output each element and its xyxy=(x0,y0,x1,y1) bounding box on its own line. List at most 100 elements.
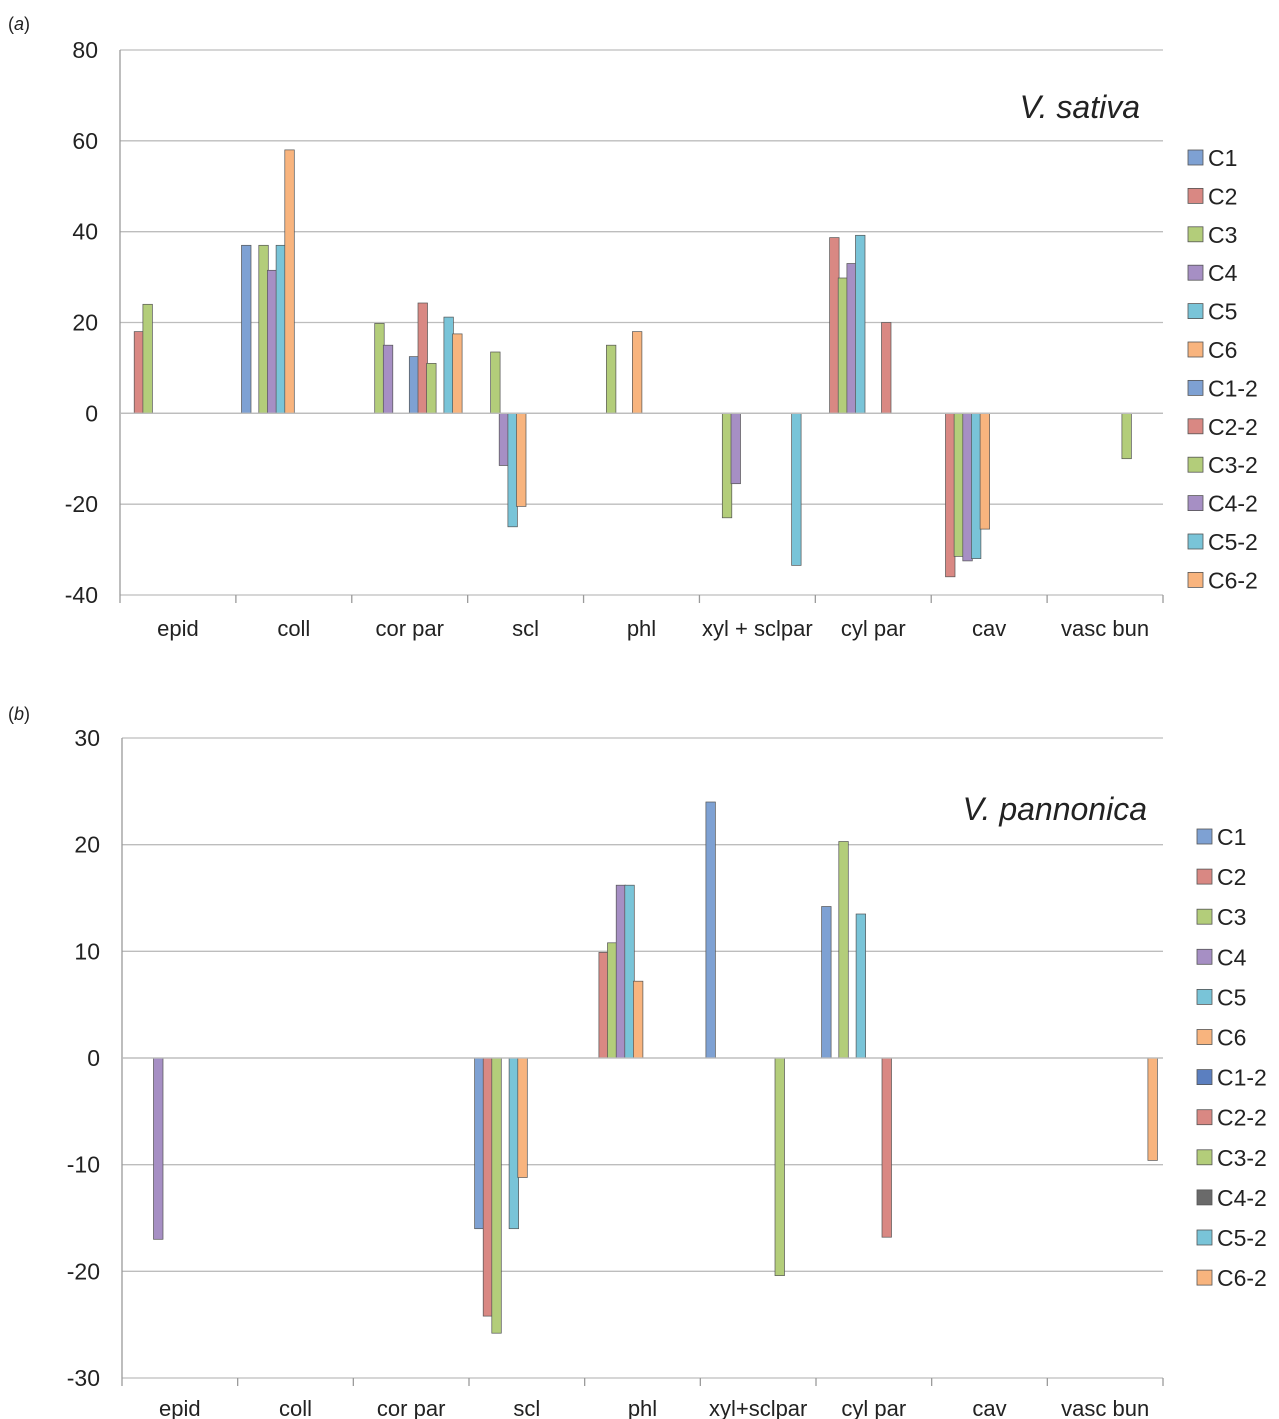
y-tick-label: 10 xyxy=(74,938,100,964)
legend-swatch xyxy=(1187,456,1204,473)
y-tick-label: 20 xyxy=(74,832,100,858)
bar-c5 xyxy=(855,913,866,1059)
bar-c1-2 xyxy=(408,356,420,414)
legend-label: C5-2 xyxy=(1217,1225,1267,1251)
legend-swatch xyxy=(1196,908,1213,925)
y-tick-label: -40 xyxy=(65,582,98,608)
y-tick-label: 80 xyxy=(72,37,98,63)
legend-swatch xyxy=(1196,1109,1213,1126)
legend-swatch xyxy=(1196,1149,1213,1166)
y-tick-label: -30 xyxy=(67,1365,100,1391)
bar-c3 xyxy=(258,244,269,414)
chart-title: V. sativa xyxy=(1020,89,1140,125)
bar-c6 xyxy=(284,149,295,414)
legend-swatch xyxy=(1187,533,1204,550)
bar-c3 xyxy=(374,323,385,414)
legend-label: C5 xyxy=(1217,984,1246,1010)
legend-label: C1 xyxy=(1208,145,1237,171)
bar-c6 xyxy=(517,1057,528,1178)
bar-c5 xyxy=(855,234,866,414)
bar-c1 xyxy=(705,801,716,1059)
legend-swatch xyxy=(1187,572,1204,588)
bar-c3-2 xyxy=(426,363,437,414)
legend-label: C5 xyxy=(1208,299,1237,325)
bar-c3 xyxy=(607,942,618,1059)
legend-label: C2-2 xyxy=(1217,1105,1267,1131)
legend-label: C6-2 xyxy=(1208,567,1258,593)
legend-swatch xyxy=(1187,226,1204,243)
bar-c3 xyxy=(142,303,153,414)
legend-label: C2 xyxy=(1208,183,1237,209)
bar-c4 xyxy=(962,412,973,562)
bar-c3 xyxy=(491,1057,502,1334)
bar-c5 xyxy=(275,244,286,414)
bar-c5 xyxy=(507,412,518,528)
bar-c4 xyxy=(153,1057,164,1240)
bar-c4 xyxy=(615,884,627,1059)
bar-c4 xyxy=(846,263,857,414)
bar-c3 xyxy=(838,841,849,1059)
x-category-label: cav xyxy=(972,1396,1006,1419)
y-tick-label: 30 xyxy=(74,725,100,751)
bar-c1 xyxy=(821,906,832,1059)
bar-c5-2 xyxy=(443,316,454,414)
panel-a-label: (a) xyxy=(8,14,31,34)
bar-c3 xyxy=(721,412,733,519)
bar-c5-2 xyxy=(791,412,802,566)
bar-c2-2 xyxy=(881,322,892,414)
legend-swatch xyxy=(1187,149,1204,166)
bar-c2 xyxy=(482,1057,494,1317)
x-category-label: epid xyxy=(157,616,199,641)
chart-a-svg: 80 60 40 20 0 -20 -40 epid coll cor par scl phl xyl … xyxy=(65,37,1258,641)
bar-c6 xyxy=(632,331,643,414)
bar-c4 xyxy=(730,412,741,485)
legend-swatch xyxy=(1196,1189,1213,1206)
legend-swatch xyxy=(1196,868,1213,885)
y-tick-label: 40 xyxy=(72,219,98,245)
bar-c6 xyxy=(516,412,527,507)
chart-panel-a: (a) 80 60 40 20 0 -20 -40 epid coll cor par scl phl… xyxy=(0,0,1279,700)
legend-label: C4-2 xyxy=(1208,491,1258,517)
panel-b-label: (b) xyxy=(8,704,31,724)
legend-label: C1-2 xyxy=(1217,1065,1267,1091)
x-category-label: coll xyxy=(277,616,310,641)
legend-swatch xyxy=(1187,187,1204,204)
x-category-label: coll xyxy=(279,1396,312,1419)
legend-swatch xyxy=(1196,988,1213,1005)
legend-swatch xyxy=(1187,341,1204,358)
x-category-label: scl xyxy=(512,616,539,641)
legend-label: C4-2 xyxy=(1217,1185,1267,1211)
legend-label: C6-2 xyxy=(1217,1265,1267,1291)
bar-c3-2 xyxy=(774,1057,785,1276)
legend-label: C4 xyxy=(1217,944,1247,970)
bar-c6-2 xyxy=(452,333,463,414)
legend-label: C1-2 xyxy=(1208,375,1258,401)
legend-swatch xyxy=(1187,495,1204,512)
legend-swatch xyxy=(1187,264,1204,281)
x-category-label: xyl + sclpar xyxy=(702,616,813,641)
y-tick-label: -20 xyxy=(67,1258,100,1284)
bar-c2 xyxy=(829,237,840,414)
x-category-label: cyl par xyxy=(841,616,906,641)
legend-swatch xyxy=(1187,303,1204,320)
x-category-label: epid xyxy=(159,1396,201,1419)
bar-c2 xyxy=(598,952,609,1059)
y-tick-label: -20 xyxy=(65,491,98,517)
legend-label: C2 xyxy=(1217,864,1246,890)
legend-swatch xyxy=(1187,418,1204,435)
bar-c3 xyxy=(490,351,501,414)
x-category-label: vasc bun xyxy=(1061,1396,1149,1419)
y-tick-label: 60 xyxy=(72,128,98,154)
bar-c1 xyxy=(241,244,252,414)
bar-c2 xyxy=(133,331,145,414)
legend-label: C6 xyxy=(1217,1025,1246,1051)
legend-label: C1 xyxy=(1217,824,1246,850)
bar-c6-2 xyxy=(1147,1057,1158,1161)
x-category-label: cav xyxy=(972,616,1006,641)
bar-c2 xyxy=(945,412,956,578)
bar-c2-2 xyxy=(881,1057,892,1238)
x-category-label: cyl par xyxy=(841,1396,906,1419)
chart-panel-b: (b) 30 20 10 0 -10 -20 -30 epid coll cor par scl ph… xyxy=(0,690,1279,1419)
legend-label: C6 xyxy=(1208,337,1237,363)
legend-label: C3-2 xyxy=(1208,452,1258,478)
